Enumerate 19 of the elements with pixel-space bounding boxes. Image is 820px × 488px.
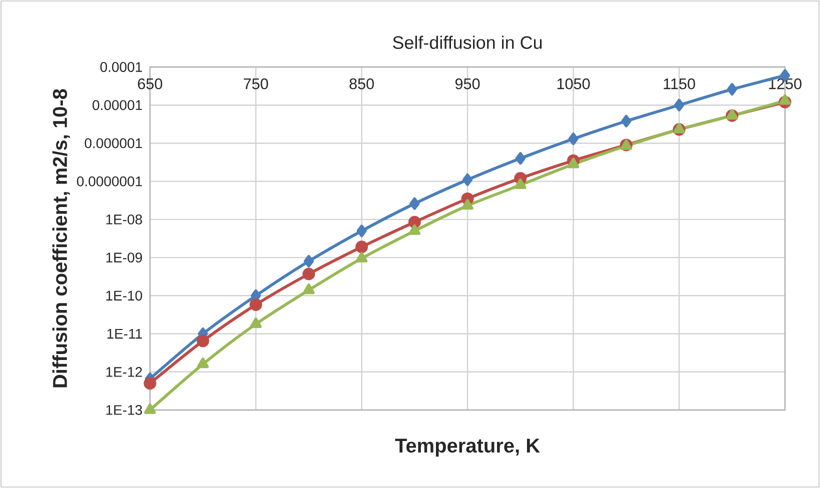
y-tick-label: 0.000001 <box>84 138 142 148</box>
x-tick-label: 1050 <box>557 78 590 90</box>
y-tick-label: 0.00001 <box>92 100 142 110</box>
y-tick-label: 1E-08 <box>106 214 142 224</box>
y-tick-label: 0.0001 <box>100 62 142 72</box>
y-tick-label: 1E-10 <box>106 290 142 301</box>
chart-title: Self-diffusion in Cu <box>392 36 542 49</box>
y-tick-label: 1E-13 <box>106 405 142 415</box>
x-tick-label: 1150 <box>664 78 696 90</box>
x-tick-label: 750 <box>244 78 268 90</box>
x-axis-title: Temperature, K <box>395 438 540 457</box>
x-tick-label: 850 <box>350 78 374 90</box>
y-tick-label: 1E-09 <box>106 252 142 263</box>
y-tick-label: 0.0000001 <box>76 176 142 186</box>
x-tick-label: 650 <box>138 78 162 90</box>
y-axis-title: Diffusion coefficient, m2/s, 10-8 <box>52 89 70 388</box>
x-tick-label: 950 <box>455 78 480 90</box>
y-tick-label: 1E-12 <box>106 367 142 377</box>
y-tick-label: 1E-11 <box>107 328 142 339</box>
